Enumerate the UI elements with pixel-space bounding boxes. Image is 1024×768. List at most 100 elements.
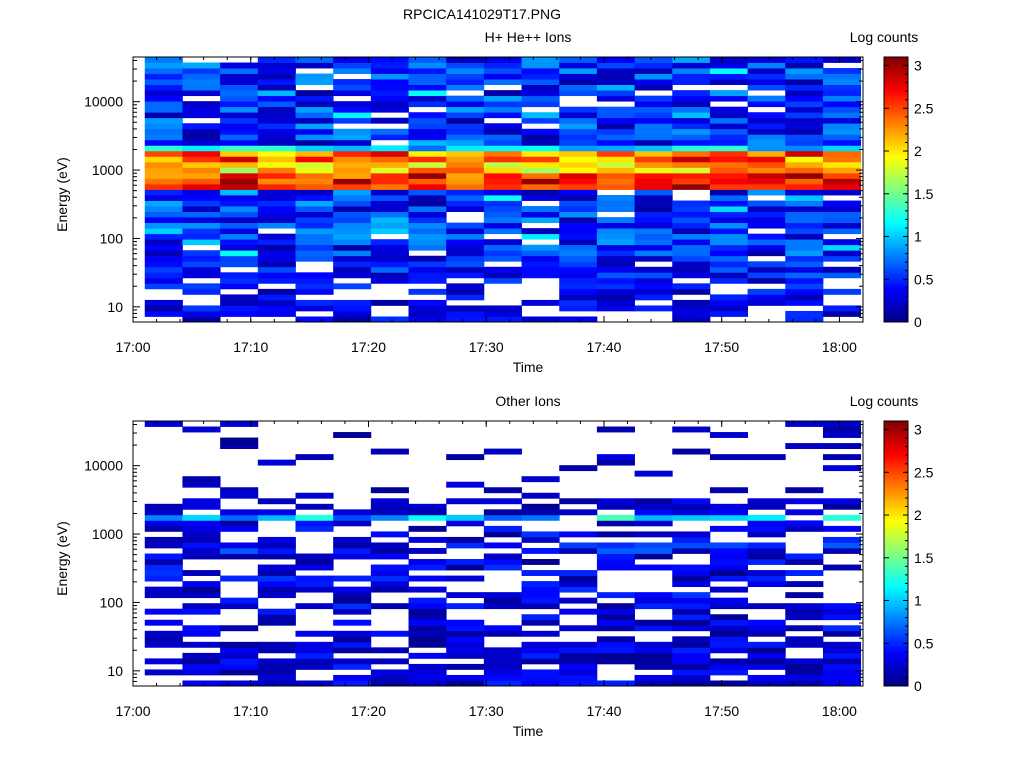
heatmap-cell (144, 669, 183, 676)
heatmap-cell (446, 62, 485, 69)
heatmap-cell (144, 283, 183, 290)
heatmap-cell (295, 178, 334, 185)
heatmap-cell (596, 426, 635, 433)
heatmap-cell (709, 123, 749, 130)
colorbar-swatch (884, 604, 908, 607)
heatmap-cell (370, 189, 409, 196)
x-tick-label: 18:00 (822, 703, 857, 719)
heatmap-cell (559, 211, 598, 218)
heatmap-cell (559, 62, 598, 69)
heatmap-cell (408, 603, 447, 610)
heatmap-cell (747, 250, 786, 257)
heatmap-cell (257, 79, 296, 85)
heatmap-cell (672, 663, 711, 670)
colorbar-swatch (884, 238, 908, 241)
heatmap-cell (408, 150, 447, 157)
heatmap-cell (559, 547, 598, 554)
heatmap-cell (220, 156, 259, 163)
heatmap-cell (521, 195, 560, 201)
heatmap-cell (295, 233, 334, 240)
heatmap-cell (144, 79, 183, 85)
heatmap-cell (785, 525, 824, 532)
heatmap-cell (709, 228, 749, 235)
heatmap-cell (747, 581, 786, 588)
heatmap-cell (747, 150, 786, 157)
heatmap-cell (672, 112, 711, 119)
heatmap-cell (785, 233, 824, 240)
heatmap-cell (182, 525, 221, 532)
colorbar-swatch (884, 277, 908, 281)
heatmap-cell (559, 641, 598, 648)
colorbar-swatch (884, 502, 908, 506)
heatmap-cell (446, 123, 485, 130)
heatmap-cell (257, 294, 296, 301)
heatmap-cell (822, 139, 862, 146)
heatmap-cell (220, 443, 259, 449)
heatmap-cell (182, 658, 221, 665)
heatmap-cell (295, 603, 334, 610)
heatmap-cell (785, 139, 824, 146)
heatmap-cell (220, 603, 259, 610)
heatmap-cell (257, 145, 296, 152)
colorbar-swatch (884, 458, 908, 462)
colorbar-swatch (884, 273, 908, 277)
heatmap-cell (596, 206, 635, 212)
colorbar-swatch (884, 498, 908, 501)
x-tick-label: 17:20 (351, 339, 386, 355)
heatmap-cell (370, 206, 409, 212)
colorbar-swatch (884, 171, 908, 175)
heatmap-cell (446, 630, 485, 637)
heatmap-cell (220, 228, 259, 235)
heatmap-cell (446, 674, 485, 681)
heatmap-cell (559, 134, 598, 141)
heatmap-cell (220, 641, 259, 648)
heatmap-cell (446, 454, 485, 461)
colorbar-swatch (884, 178, 908, 182)
heatmap-cell (144, 514, 183, 521)
heatmap-cell (144, 123, 183, 130)
heatmap-cell (333, 641, 372, 648)
heatmap-cell (822, 244, 862, 251)
colorbar-swatch (884, 635, 908, 638)
colorbar-swatch (884, 233, 908, 237)
heatmap-cell (446, 128, 485, 135)
heatmap-cell (370, 217, 409, 224)
heatmap-cell (220, 244, 259, 251)
heatmap-cell (220, 233, 259, 240)
heatmap-cell (483, 172, 522, 179)
page-title: RPCICA141029T17.PNG (403, 6, 561, 22)
heatmap-cell (483, 95, 522, 102)
heatmap-cell (822, 84, 862, 91)
colorbar-swatch (884, 599, 908, 603)
heatmap-cell (559, 608, 598, 615)
heatmap-cell (333, 305, 372, 312)
heatmap-cell (672, 62, 711, 69)
heatmap-cell (785, 310, 824, 317)
heatmap-cell (672, 222, 711, 229)
heatmap-cell (370, 255, 409, 262)
colorbar-swatch (884, 167, 908, 171)
heatmap-cell (596, 62, 635, 69)
colorbar-swatch (884, 586, 908, 590)
heatmap-cell (709, 139, 749, 146)
heatmap-cell (672, 57, 711, 63)
heatmap-cell (144, 575, 183, 582)
heatmap-cell (220, 575, 259, 582)
heatmap-cell (709, 614, 749, 621)
heatmap-cell (220, 128, 259, 135)
heatmap-cell (220, 299, 259, 306)
heatmap-cell (408, 564, 447, 571)
colorbar-swatch (884, 271, 908, 274)
heatmap-cell (144, 156, 183, 163)
heatmap-cell (446, 255, 485, 262)
colorbar-swatch (884, 216, 908, 219)
heatmap-cell (483, 150, 522, 157)
heatmap-cell (182, 316, 221, 323)
heatmap-cell (370, 239, 409, 246)
colorbar-tick-label: 1 (914, 593, 922, 609)
heatmap-cell (408, 299, 447, 306)
heatmap-cell (483, 487, 522, 494)
heatmap-cell (144, 255, 183, 262)
heatmap-cell (333, 674, 372, 681)
heatmap-cell (709, 206, 749, 212)
